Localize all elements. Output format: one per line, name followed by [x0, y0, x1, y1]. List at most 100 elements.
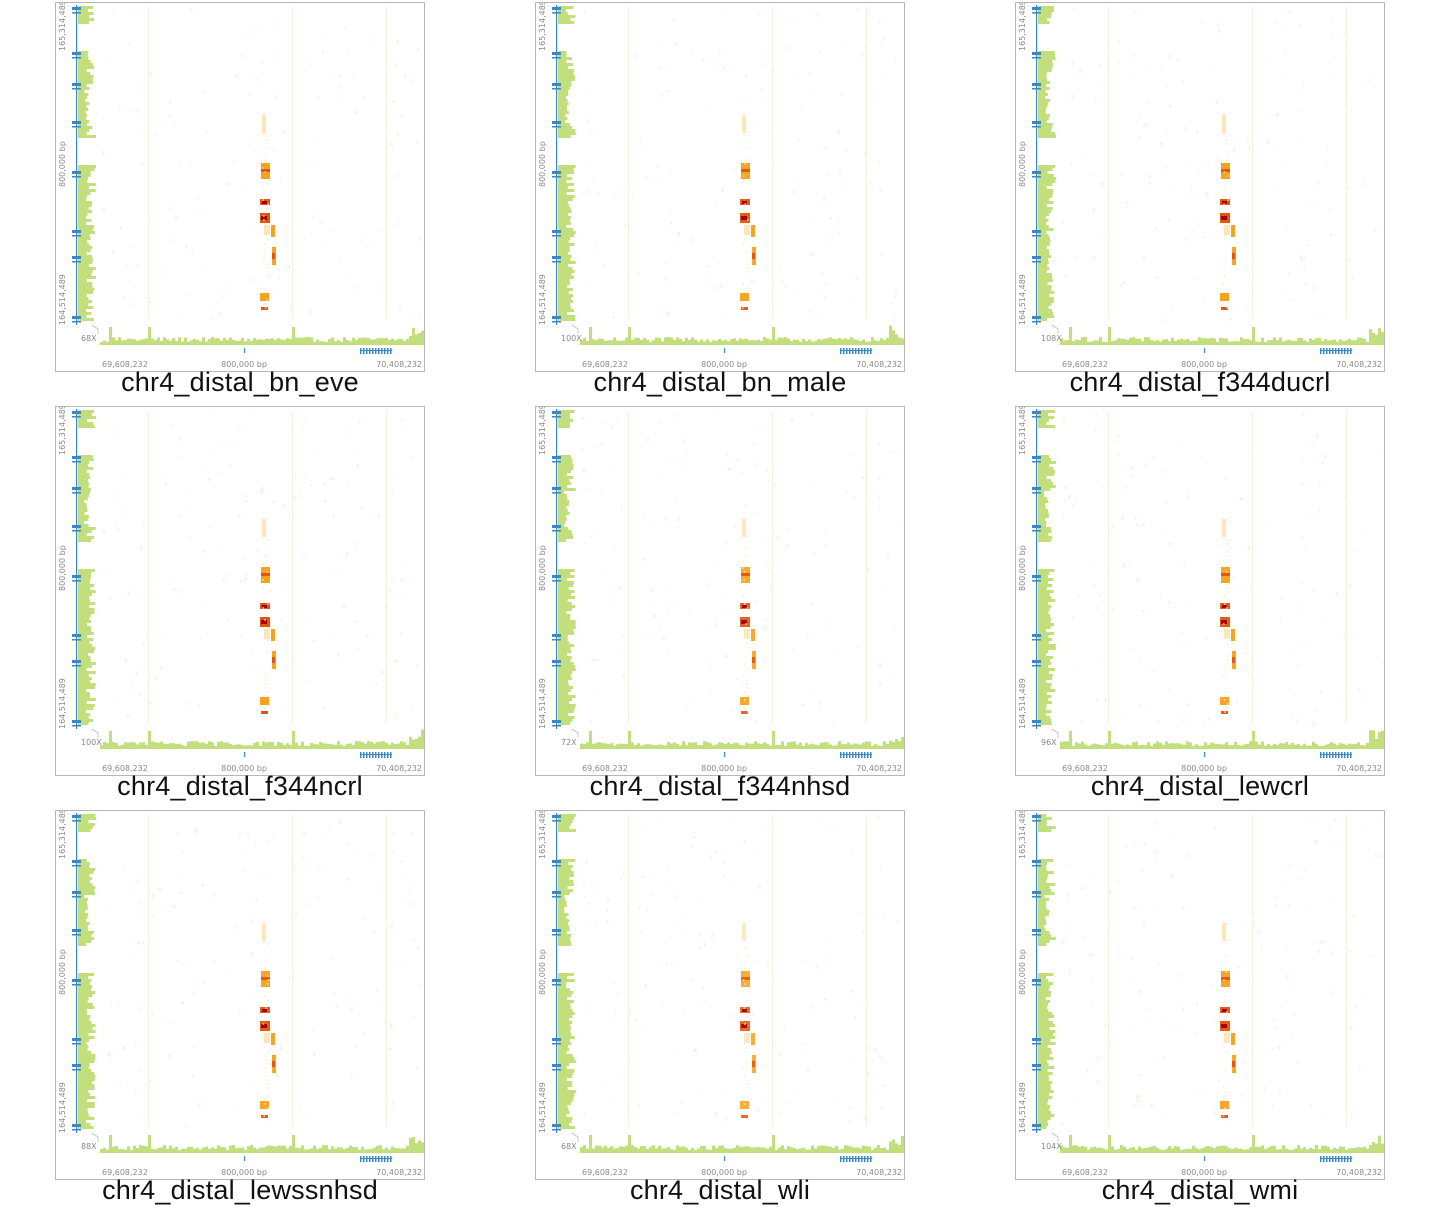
signal-block	[1221, 169, 1230, 172]
coverage-bar	[1038, 249, 1049, 252]
coverage-bar	[1038, 602, 1049, 605]
coverage-bar	[898, 337, 901, 345]
coverage-bar	[709, 1149, 712, 1153]
coverage-bar	[1038, 1102, 1048, 1105]
coverage-bar	[1360, 745, 1363, 749]
coverage-bar	[558, 653, 568, 656]
coverage-bar	[1354, 340, 1357, 345]
faint-streak	[386, 411, 387, 723]
noise-dot	[1072, 504, 1074, 507]
coverage-bar	[241, 1147, 244, 1153]
noise-dot	[146, 679, 149, 682]
noise-dot	[1297, 110, 1301, 113]
coverage-bar	[739, 338, 742, 345]
coverage-bar	[1210, 742, 1213, 749]
coverage-bar	[1038, 671, 1049, 674]
coverage-bar	[256, 339, 259, 345]
coverage-bar	[558, 629, 574, 632]
noise-dot	[737, 627, 740, 629]
coverage-label: 96X	[1041, 738, 1057, 747]
noise-dot	[793, 178, 797, 180]
noise-dot	[642, 875, 645, 879]
noise-dot	[345, 551, 349, 556]
bottom-coverage-track	[580, 731, 904, 749]
coverage-bar	[643, 1146, 646, 1153]
coverage-bar	[1038, 1075, 1049, 1078]
noise-dot	[299, 1102, 302, 1107]
coverage-bar	[78, 1057, 96, 1060]
coverage-bar	[664, 337, 667, 345]
coverage-bar	[558, 126, 573, 129]
noise-dot	[338, 260, 341, 263]
coverage-bar	[1038, 75, 1047, 78]
noise-dot	[378, 1002, 380, 1005]
faint-streak	[1346, 815, 1347, 1127]
noise-dot	[813, 692, 816, 695]
faint-streak	[628, 411, 629, 723]
noise-dot	[779, 1051, 782, 1056]
signal-dot	[744, 131, 746, 133]
noise-dot	[1241, 920, 1244, 923]
coverage-bar	[1204, 742, 1207, 749]
coverage-bar	[1111, 743, 1114, 749]
coverage-bar	[223, 337, 226, 345]
noise-dot	[1280, 617, 1282, 621]
noise-dot	[413, 938, 416, 942]
signal-dot	[747, 1083, 749, 1085]
noise-dot	[590, 163, 592, 166]
noise-dot	[836, 1101, 838, 1103]
noise-dot	[246, 38, 249, 40]
gene-marker	[1032, 1038, 1041, 1041]
noise-dot	[416, 946, 419, 951]
noise-dot	[1328, 62, 1330, 65]
coverage-bar	[78, 497, 88, 500]
dotplot-frame: 88X 69,608,232 800,000 bp 70,408,232 165,314…	[55, 810, 425, 1180]
coverage-bar	[558, 683, 569, 686]
noise-dot	[1120, 515, 1124, 519]
coverage-bar	[1038, 605, 1052, 608]
gene-marker	[1032, 525, 1041, 528]
coverage-bar	[558, 982, 567, 985]
coverage-bar	[78, 72, 91, 75]
coverage-bar	[859, 744, 862, 749]
coverage-bar	[1360, 337, 1363, 345]
coverage-bar	[1038, 228, 1054, 231]
coverage-bar	[558, 587, 569, 590]
coverage-bar	[661, 1148, 664, 1153]
coverage-bar	[700, 1145, 703, 1153]
coverage-bar	[1138, 1146, 1141, 1153]
noise-dot	[1078, 69, 1082, 73]
noise-dot	[373, 853, 375, 858]
coverage-bar	[313, 1145, 316, 1153]
signal-block	[744, 225, 750, 235]
gene-marker	[72, 575, 81, 578]
noise-dot	[303, 831, 306, 836]
coverage-label: 104X	[1041, 1142, 1062, 1151]
left-gene-track	[1032, 409, 1041, 729]
coverage-bar	[1060, 1145, 1063, 1153]
coverage-bar	[78, 213, 88, 216]
noise-dot	[138, 901, 140, 906]
coverage-bar	[558, 910, 565, 913]
coverage-bar	[106, 743, 109, 749]
coverage-bar	[78, 258, 93, 261]
noise-dot	[174, 123, 176, 127]
signal-block	[262, 201, 267, 204]
signal-dot	[744, 947, 747, 949]
coverage-bar	[1213, 743, 1216, 749]
coverage-bar	[127, 742, 130, 749]
coverage-bar	[322, 341, 325, 345]
signal-block	[1232, 253, 1235, 259]
noise-dot	[590, 536, 592, 538]
coverage-bar	[1038, 515, 1049, 518]
coverage-bar	[712, 745, 715, 749]
coverage-bar	[1312, 339, 1315, 345]
gene-marker	[552, 665, 561, 667]
noise-dot	[1180, 441, 1183, 444]
coverage-bar	[78, 494, 90, 497]
coverage-bar	[78, 1036, 95, 1039]
coverage-bar	[202, 337, 205, 345]
coverage-bar	[78, 93, 89, 96]
noise-dot	[102, 207, 106, 211]
noise-dot	[400, 631, 402, 635]
